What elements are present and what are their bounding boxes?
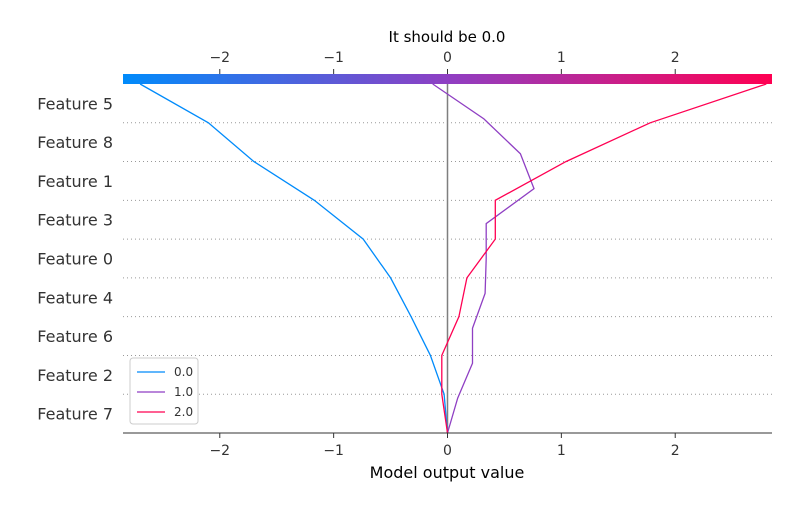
x-axis-title: Model output value	[370, 463, 525, 482]
feature-label: Feature 3	[37, 211, 113, 230]
feature-label: Feature 8	[37, 133, 113, 152]
feature-label: Feature 5	[37, 94, 113, 113]
bottom-tick-label: −1	[323, 443, 344, 459]
top-tick-label: 1	[557, 50, 566, 66]
feature-label: Feature 2	[37, 366, 113, 385]
top-tick-label: 2	[671, 50, 680, 66]
top-tick-label: −1	[323, 50, 344, 66]
chart-title: It should be 0.0	[389, 28, 506, 46]
colorbar	[123, 74, 772, 84]
legend-label: 1.0	[174, 385, 193, 399]
legend: 0.0 1.0 2.0	[129, 357, 199, 425]
legend-label: 2.0	[174, 405, 193, 419]
feature-label: Feature 6	[37, 327, 113, 346]
bottom-tick-label: 0	[443, 443, 452, 459]
bottom-tick-label: 2	[671, 443, 680, 459]
bottom-axis: −2 −1 0 1 2	[209, 433, 680, 459]
feature-label: Feature 7	[37, 405, 113, 424]
series-line	[139, 83, 449, 434]
feature-label: Feature 1	[37, 172, 113, 191]
top-tick-label: 0	[443, 50, 452, 66]
feature-label: Feature 4	[37, 288, 113, 307]
feature-label: Feature 0	[37, 250, 113, 269]
series-line	[432, 83, 535, 434]
legend-box	[129, 357, 199, 425]
feature-labels: Feature 5 Feature 8 Feature 1 Feature 3 Feat…	[37, 94, 113, 423]
bottom-tick-label: −2	[209, 443, 230, 459]
legend-label: 0.0	[174, 365, 193, 379]
series-line	[441, 83, 767, 434]
bottom-tick-label: 1	[557, 443, 566, 459]
top-tick-label: −2	[209, 50, 230, 66]
series-lines	[139, 83, 767, 434]
top-axis: −2 −1 0 1 2	[209, 50, 680, 74]
